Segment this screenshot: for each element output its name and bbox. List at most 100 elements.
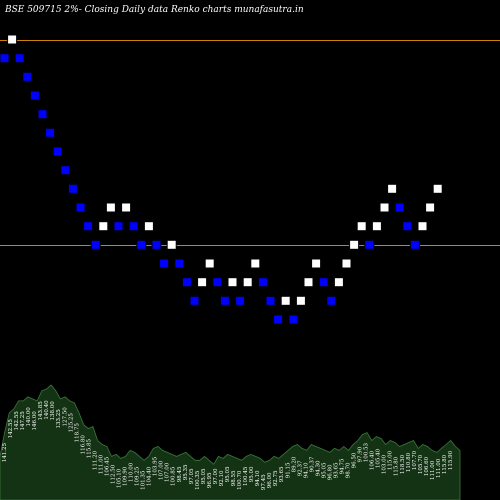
volume-label: 94.10 — [255, 470, 261, 486]
renko-brick-up — [417, 221, 428, 232]
renko-brick-up — [432, 183, 443, 194]
volume-label: 92.10 — [219, 470, 225, 486]
volume-label: 105.10 — [117, 468, 123, 488]
volume-label: 100.53 — [364, 442, 370, 462]
volume-label: 104.40 — [147, 466, 153, 486]
volume-label: 107.70 — [412, 450, 418, 470]
volume-label: 109.90 — [123, 466, 129, 486]
renko-brick-down — [90, 239, 101, 250]
renko-brick-down — [409, 239, 420, 250]
volume-label: 97.00 — [213, 468, 219, 484]
renko-brick-up — [121, 202, 132, 213]
renko-brick-up — [425, 202, 436, 213]
volume-label: 105.40 — [376, 448, 382, 468]
volume-label: 111.00 — [436, 458, 442, 478]
volume-label: 90.37 — [309, 456, 315, 472]
volume-label: 100.85 — [171, 466, 177, 486]
volume-label: 142.55 — [8, 419, 14, 439]
volume-label: 115.85 — [86, 438, 92, 458]
volume-label: 140.40 — [44, 400, 50, 420]
renko-brick-up — [197, 277, 208, 288]
renko-brick-down — [0, 53, 10, 64]
renko-brick-down — [189, 295, 200, 306]
volume-label: 111.20 — [92, 450, 98, 470]
renko-brick-up — [311, 258, 322, 269]
volume-label: 92.37 — [297, 460, 303, 476]
renko-brick-down — [402, 221, 413, 232]
volume-label: 138.00 — [50, 401, 56, 421]
renko-brick-up — [356, 221, 367, 232]
renko-bricks — [0, 34, 443, 325]
renko-brick-down — [174, 258, 185, 269]
volume-label: 109.25 — [135, 466, 141, 486]
volume-label: 95.05 — [321, 462, 327, 478]
volume-label: 141.25 — [2, 442, 8, 462]
volume-label: 110.00 — [129, 462, 135, 482]
volume-label: 100.70 — [237, 470, 243, 490]
volume-label: 95.05 — [201, 468, 207, 484]
renko-brick-up — [349, 239, 360, 250]
renko-brick-up — [227, 277, 238, 288]
volume-label: 115.90 — [448, 450, 454, 470]
volume-label: 92.75 — [273, 470, 279, 486]
renko-brick-up — [242, 277, 253, 288]
renko-brick-down — [22, 71, 33, 82]
renko-brick-down — [212, 277, 223, 288]
renko-brick-down — [75, 202, 86, 213]
volume-label: 106.45 — [105, 456, 111, 476]
renko-brick-down — [128, 221, 139, 232]
renko-brick-down — [273, 314, 284, 325]
renko-brick-down — [29, 90, 40, 101]
renko-brick-up — [98, 221, 109, 232]
volume-label: 98.70 — [346, 462, 352, 478]
volume-label: 110.80 — [406, 452, 412, 472]
volume-label: 98.45 — [177, 466, 183, 482]
renko-brick-up — [333, 277, 344, 288]
renko-brick-down — [151, 239, 162, 250]
volume-label: 112.50 — [111, 464, 117, 484]
volume-label: 93.65 — [279, 466, 285, 482]
volume-label: 96.00 — [267, 472, 273, 488]
volume-label: 94.10 — [303, 462, 309, 478]
volume-label: 103.95 — [153, 456, 159, 476]
volume-label: 93.65 — [334, 462, 340, 478]
renko-brick-down — [181, 277, 192, 288]
volume-area-shape — [0, 384, 461, 500]
volume-label: 91.15 — [285, 462, 291, 478]
renko-brick-down — [219, 295, 230, 306]
renko-brick-up — [105, 202, 116, 213]
volume-label: 111.00 — [430, 460, 436, 480]
volume-label: 94.30 — [315, 460, 321, 476]
volume-label: 115.80 — [442, 454, 448, 474]
volume-label: 146.00 — [32, 411, 38, 431]
volume-label: 116.80 — [80, 435, 86, 455]
renko-brick-down — [318, 277, 329, 288]
renko-brick-down — [83, 221, 94, 232]
volume-label: 107.00 — [165, 462, 171, 482]
volume-label: 125.25 — [68, 413, 74, 433]
volume-label: 111.00 — [98, 454, 104, 474]
volume-label: 96.50 — [352, 452, 358, 468]
renko-brick-down — [159, 258, 170, 269]
renko-brick-down — [257, 277, 268, 288]
volume-label: 100.45 — [243, 466, 249, 486]
volume-label: 143.85 — [38, 401, 44, 421]
volume-label: 96.80 — [327, 464, 333, 480]
volume-label: 106.60 — [424, 456, 430, 476]
renko-brick-down — [37, 109, 48, 120]
volume-label: 118.50 — [400, 454, 406, 474]
volume-label: 97.45 — [261, 474, 267, 490]
volume-label: 133.25 — [56, 409, 62, 429]
renko-brick-up — [7, 34, 18, 45]
renko-brick-up — [303, 277, 314, 288]
renko-brick-up — [204, 258, 215, 269]
renko-brick-up — [250, 258, 261, 269]
renko-brick-up — [371, 221, 382, 232]
renko-brick-up — [166, 239, 177, 250]
volume-label: 95.05 — [225, 466, 231, 482]
renko-brick-down — [265, 295, 276, 306]
volume-label: 94.75 — [340, 458, 346, 474]
renko-brick-up — [295, 295, 306, 306]
